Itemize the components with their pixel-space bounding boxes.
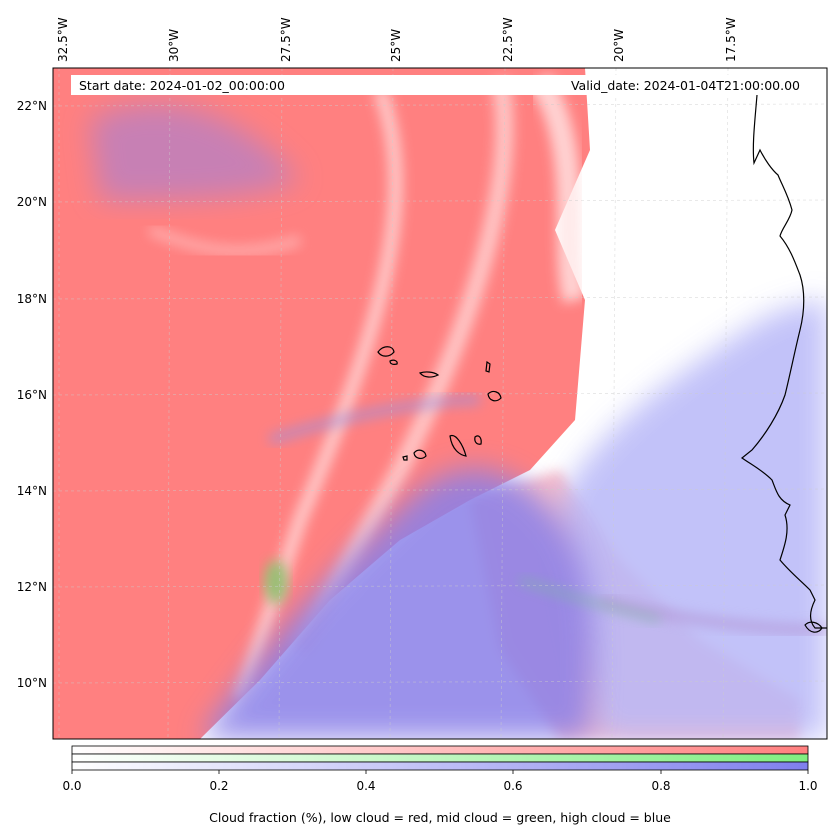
low-cloud-field <box>53 68 590 739</box>
lat-tick-label: 10°N <box>17 676 47 690</box>
colorbar-low-cloud <box>71 745 809 755</box>
africa-coastline <box>740 94 827 629</box>
cape-verde-sal <box>485 360 491 373</box>
lon-tick-label: 25°W <box>389 29 403 62</box>
high-cloud-streak-lower <box>598 595 827 635</box>
mid-cloud-patch <box>264 560 288 604</box>
cape-verde-santo-antao <box>377 346 395 357</box>
colorbar-tick-label: 0.8 <box>651 779 670 793</box>
colorbar: 0.0 0.2 0.4 0.6 0.8 1.0 Cloud fraction (… <box>62 745 818 825</box>
cape-verde-maio <box>474 435 482 445</box>
bijagos-islands <box>804 621 823 633</box>
lat-tick-label: 16°N <box>17 388 47 402</box>
gridline-lon <box>722 68 729 739</box>
start-date-label: Start date: 2024-01-02_00:00:00 <box>79 78 285 93</box>
colorbar-tick-label: 0.0 <box>62 779 81 793</box>
colorbar-caption: Cloud fraction (%), low cloud = red, mid… <box>209 810 671 825</box>
high-cloud-streak-northwest <box>90 104 300 200</box>
clear-streak-1 <box>233 87 403 703</box>
colorbar-tick-label: 1.0 <box>798 779 817 793</box>
cape-verde-brava <box>402 455 408 461</box>
colorbar-tick-label: 0.4 <box>356 779 375 793</box>
colorbar-high-cloud <box>71 761 809 771</box>
gridline-lon <box>611 68 617 739</box>
clear-streak-4 <box>148 225 302 256</box>
lon-tick-label: 32.5°W <box>56 17 70 62</box>
longitude-labels: 32.5°W 30°W 27.5°W 25°W 22.5°W 20°W 17.5… <box>56 17 738 62</box>
map-panel: Start date: 2024-01-02_00:00:00 Valid_da… <box>52 67 828 740</box>
cape-verde-fogo <box>413 449 427 459</box>
cape-verde-sao-vicente <box>389 359 398 365</box>
high-cloud-layer <box>90 104 827 739</box>
cape-verde-santiago <box>449 434 467 457</box>
high-cloud-streak-mid <box>268 395 481 445</box>
gridline-lon <box>278 68 283 739</box>
gridline-lon <box>500 68 506 739</box>
coastlines <box>377 94 827 633</box>
mid-cloud-streak <box>519 577 661 623</box>
latitude-labels: 22°N 20°N 18°N 16°N 14°N 12°N 10°N <box>17 99 47 690</box>
lon-tick-label: 20°W <box>612 29 626 62</box>
colorbar-tick-label: 0.6 <box>503 779 522 793</box>
map-frame <box>52 67 828 740</box>
lon-tick-label: 22.5°W <box>501 17 515 62</box>
mid-cloud-layer <box>264 560 661 623</box>
clear-streak-3 <box>529 73 587 304</box>
lat-tick-label: 14°N <box>17 484 47 498</box>
valid-date-label: Valid_date: 2024-01-04T21:00:00.00 <box>571 78 800 93</box>
gridlines <box>53 68 827 739</box>
lon-tick-label: 17.5°W <box>724 17 738 62</box>
date-annotation-box <box>71 75 808 95</box>
colorbar-ticks <box>71 770 809 774</box>
lat-tick-label: 12°N <box>17 580 47 594</box>
lat-tick-label: 18°N <box>17 292 47 306</box>
colorbar-mid-cloud <box>71 753 809 763</box>
gridline-lon <box>167 68 171 739</box>
high-cloud-band-south <box>200 468 594 739</box>
lon-tick-label: 27.5°W <box>279 17 293 62</box>
colorbar-tick-label: 0.2 <box>209 779 228 793</box>
lon-tick-label: 30°W <box>167 29 181 62</box>
lat-tick-label: 20°N <box>17 195 47 209</box>
cape-verde-boa-vista <box>487 390 502 402</box>
lat-tick-label: 22°N <box>17 99 47 113</box>
cape-verde-sao-nicolau <box>418 371 440 378</box>
gridline-lon <box>389 68 394 739</box>
